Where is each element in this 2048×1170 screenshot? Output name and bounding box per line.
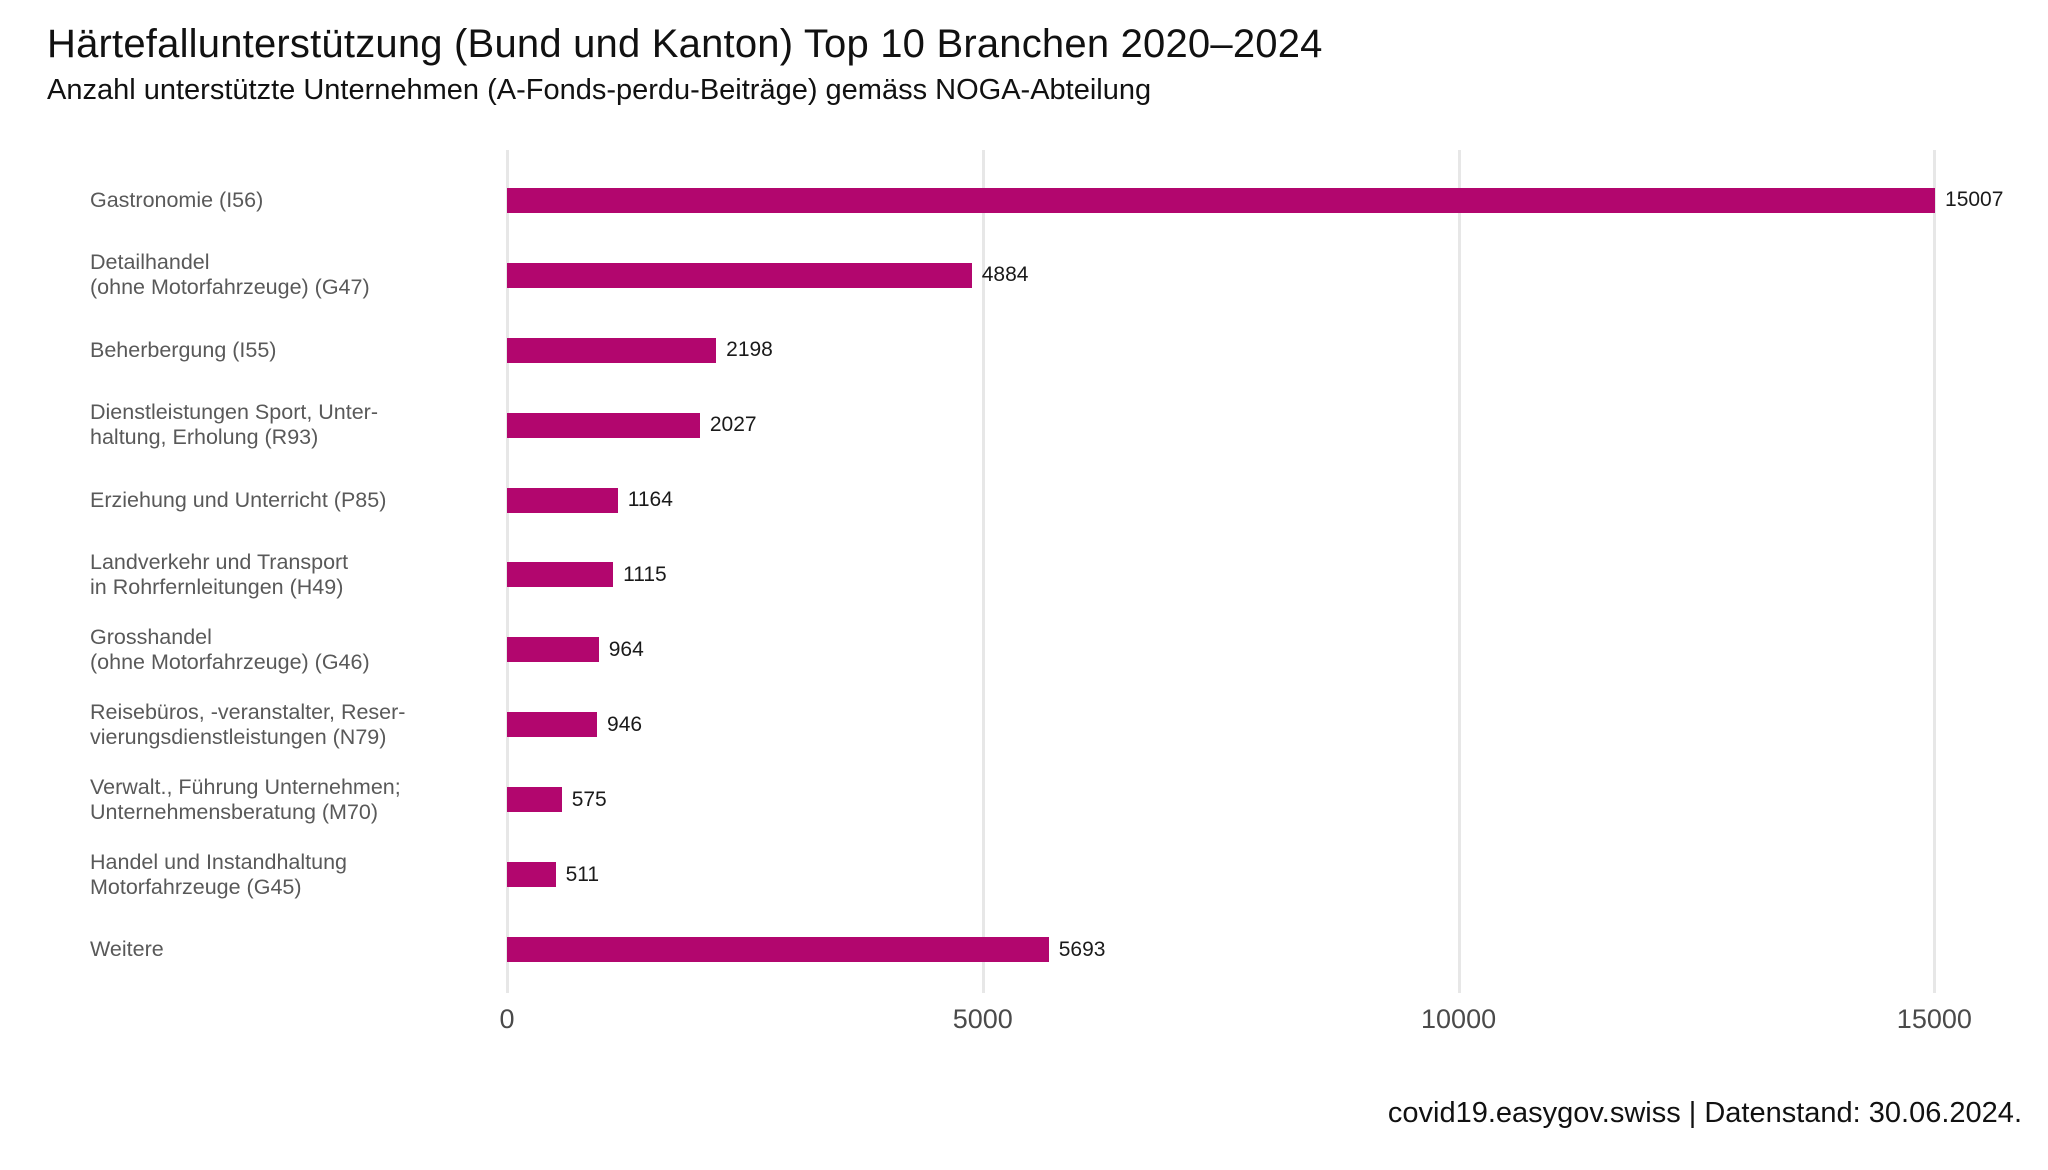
value-label: 4884	[981, 263, 1029, 287]
bar	[507, 787, 562, 813]
x-tick-label: 5000	[952, 1004, 1013, 1034]
bar-region: 5693	[507, 937, 2020, 963]
value-label: 1164	[627, 488, 673, 512]
value-label: 964	[608, 637, 644, 661]
gridline	[981, 150, 985, 993]
bar-region: 2027	[507, 412, 2020, 438]
bar	[507, 262, 972, 288]
category-label: Beherbergung (I55)	[90, 337, 277, 362]
bar-row: Weitere 5693	[0, 912, 2048, 987]
chart-subtitle: Anzahl unterstützte Unternehmen (A-Fonds…	[47, 74, 1152, 106]
x-tick-label: 15000	[1896, 1004, 1972, 1034]
source-note: covid19.easygov.swiss | Datenstand: 30.0…	[1387, 1097, 2022, 1129]
bar	[507, 862, 556, 888]
plot-area: Gastronomie (I56) 15007 Detailhandel (ohne …	[0, 150, 2048, 993]
bar	[507, 487, 618, 513]
bar-row: Erziehung und Unterricht (P85) 1164	[0, 463, 2048, 538]
category-label: Gastronomie (I56)	[90, 187, 264, 212]
bar	[507, 562, 614, 588]
bar-row: Landverkehr und Transport in Rohrfernleit…	[0, 538, 2048, 613]
category-label: Handel und Instandhaltung Motorfahrzeuge …	[90, 849, 348, 899]
category-label: Weitere	[90, 937, 164, 962]
bar	[507, 337, 717, 363]
bar-region: 946	[507, 712, 2020, 738]
gridline	[1933, 150, 1937, 993]
bar	[507, 637, 599, 663]
bar-region: 2198	[507, 337, 2020, 363]
bar-row: Beherbergung (I55) 2198	[0, 313, 2048, 388]
bar-region: 1115	[507, 562, 2020, 588]
bar-row: Reisebüros, -veranstalter, Reser-vierung…	[0, 687, 2048, 762]
bar	[507, 187, 1936, 213]
x-tick-label: 10000	[1421, 1004, 1497, 1034]
category-label: Detailhandel (ohne Motorfahrzeuge) (G47)	[90, 250, 370, 300]
bar-row: Dienstleistungen Sport, Unter-haltung, E…	[0, 388, 2048, 463]
value-label: 2027	[709, 413, 757, 437]
category-label: Landverkehr und Transport in Rohrfernleit…	[90, 549, 349, 599]
bar-region: 575	[507, 787, 2020, 813]
bar-row: Gastronomie (I56) 15007	[0, 163, 2048, 238]
bar-region: 511	[507, 862, 2020, 888]
bar	[507, 937, 1049, 963]
value-label: 946	[607, 712, 643, 736]
gridline	[1457, 150, 1461, 993]
category-label: Dienstleistungen Sport, Unter-haltung, E…	[90, 400, 379, 450]
bar-rows: Gastronomie (I56) 15007 Detailhandel (ohne …	[0, 163, 2048, 987]
x-tick-label: 0	[499, 1004, 515, 1034]
category-label: Reisebüros, -veranstalter, Reser-vierung…	[90, 699, 406, 749]
bar-row: Handel und Instandhaltung Motorfahrzeuge …	[0, 837, 2048, 912]
bar-region: 1164	[507, 487, 2020, 513]
value-label: 5693	[1058, 937, 1106, 961]
bar-region: 4884	[507, 262, 2020, 288]
bar-row: Grosshandel (ohne Motorfahrzeuge) (G46) 96…	[0, 612, 2048, 687]
bar	[507, 412, 700, 438]
value-label: 2198	[726, 338, 773, 362]
category-label: Grosshandel (ohne Motorfahrzeuge) (G46)	[90, 624, 370, 674]
value-label: 1115	[623, 562, 667, 586]
value-label: 575	[571, 787, 607, 811]
bar-region: 15007	[507, 187, 2020, 213]
category-label: Verwalt., Führung Unternehmen; Unternehme…	[90, 774, 401, 824]
category-label: Erziehung und Unterricht (P85)	[90, 487, 387, 512]
x-axis: 0 5000 10000 15000	[499, 1004, 2020, 1044]
bar-row: Verwalt., Führung Unternehmen; Unternehme…	[0, 762, 2048, 837]
value-label: 15007	[1945, 188, 2004, 212]
bar-row: Detailhandel (ohne Motorfahrzeuge) (G47) 4…	[0, 238, 2048, 313]
bar	[507, 712, 598, 738]
bar-region: 964	[507, 637, 2020, 663]
chart-title: Härtefallunterstützung (Bund und Kanton)…	[47, 22, 1323, 66]
value-label: 511	[565, 862, 600, 886]
